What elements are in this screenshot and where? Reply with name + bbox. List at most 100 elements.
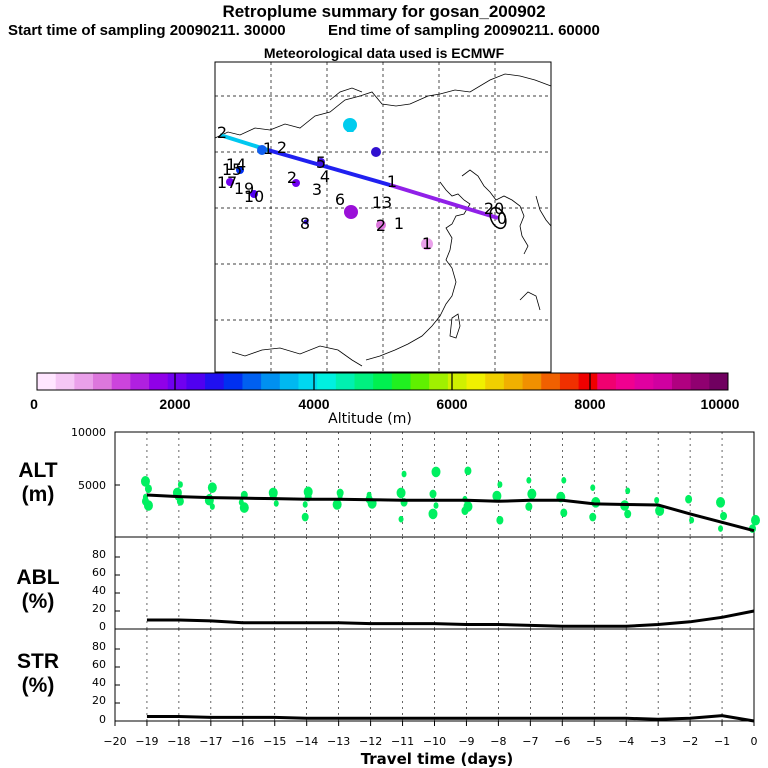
alt-tick-5000: 5000 (78, 479, 106, 492)
colorbar-cell (709, 373, 729, 390)
colorbar-cell (223, 373, 243, 390)
colorbar: 0 2000 4000 6000 8000 10000 Altitude (m) (30, 372, 740, 427)
alt-point (396, 487, 406, 499)
x-tick-label: −7 (522, 735, 538, 748)
day-label: 10 (244, 187, 264, 206)
x-tick-label: −10 (423, 735, 446, 748)
abl-tick-60: 60 (92, 566, 106, 579)
alt-point (655, 505, 665, 517)
colorbar-cell (690, 373, 710, 390)
plume-path (219, 133, 507, 230)
alt-point (398, 515, 404, 523)
colorbar-label: Altitude (m) (328, 411, 412, 427)
day-label: 13 (372, 193, 392, 212)
abl-ylabel: ABL (16, 566, 59, 589)
day-label: 6 (335, 190, 345, 209)
alt-point (141, 497, 149, 506)
colorbar-tick-4000: 4000 (298, 396, 329, 412)
alt-point (144, 484, 152, 494)
alt-point (431, 466, 441, 478)
figure-title: Retroplume summary for gosan_200902 (222, 2, 546, 21)
plume-segment-blue (267, 148, 391, 187)
str-tick-60: 60 (92, 658, 106, 671)
colorbar-cell (447, 373, 468, 390)
colorbar-cell (503, 373, 524, 390)
x-axis-label: Travel time (days) (361, 750, 514, 768)
day-label: 2 (287, 168, 297, 187)
alt-point (429, 489, 437, 499)
day-label: 5 (316, 153, 326, 172)
abl-panel: 80 60 40 20 0 ABL (%) (16, 536, 755, 633)
colorbar-cell (410, 373, 430, 390)
x-tick-label: −17 (199, 735, 222, 748)
alt-point (177, 481, 183, 488)
colorbar-tick-6000: 6000 (436, 396, 467, 412)
border-north (214, 73, 552, 139)
coast-taiwan (449, 313, 461, 339)
colorbar-cell (74, 373, 94, 390)
x-tick-label: −1 (714, 735, 730, 748)
alt-point (428, 508, 438, 520)
border-fragment (329, 87, 363, 101)
cluster-marker (317, 158, 325, 166)
cluster-marker (226, 178, 234, 186)
alt-point (268, 487, 278, 499)
alt-ylabel-unit: (m) (22, 483, 55, 506)
colorbar-cell (205, 373, 225, 390)
colorbar-cell (466, 373, 486, 390)
colorbar-cell (373, 373, 393, 390)
coast-korea (495, 195, 529, 255)
alt-point (560, 508, 568, 518)
cluster-marker (303, 219, 309, 225)
x-tick-label: −2 (682, 735, 698, 748)
day-label: 1 (394, 214, 404, 233)
x-tick-label: −5 (586, 735, 602, 748)
start-time-label: Start time of sampling 20090211. 30000 (8, 22, 286, 39)
colorbar-cell (130, 373, 150, 390)
str-line (146, 714, 755, 723)
str-tick-0: 0 (99, 713, 106, 726)
x-tick-label: −12 (359, 735, 382, 748)
colorbar-cell (578, 373, 598, 390)
alt-point (207, 482, 217, 493)
end-time-label: End time of sampling 20090211. 60000 (328, 22, 600, 39)
x-axis-ticks: −20 −19 −18 −17 −16 −15 −14 −13 −12 −11 −10 −9 −8 −7−… (103, 721, 758, 748)
x-tick-label: −6 (554, 735, 570, 748)
x-tick-label: −16 (231, 735, 254, 748)
alt-point (689, 516, 695, 524)
alt-point (336, 488, 344, 498)
colorbar-tick-2000: 2000 (159, 396, 190, 412)
colorbar-cell (391, 373, 412, 390)
str-ylabel: STR (17, 650, 59, 673)
alt-point (527, 488, 537, 500)
x-tick-label: −3 (650, 735, 666, 748)
x-tick-label: −15 (263, 735, 286, 748)
colorbar-cell (559, 373, 580, 390)
coast-china (365, 181, 471, 361)
cluster-marker (292, 179, 300, 187)
cluster-marker (376, 220, 386, 230)
x-tick-label: 0 (751, 735, 758, 748)
colorbar-cell (354, 373, 374, 390)
cluster-marker (236, 166, 244, 174)
colorbar-cell (261, 373, 281, 390)
alt-point (433, 502, 439, 509)
colorbar-cell (111, 373, 131, 390)
alt-point (273, 500, 279, 507)
str-tick-80: 80 (92, 640, 106, 653)
met-data-label: Meteorological data used is ECMWF (263, 45, 505, 61)
alt-point (589, 512, 597, 522)
alt-point (624, 509, 632, 519)
alt-point (496, 515, 504, 525)
cluster-marker (250, 190, 258, 198)
x-tick-label: −4 (618, 735, 634, 748)
colorbar-cell (317, 373, 337, 390)
abl-ylabel-unit: (%) (22, 590, 55, 613)
x-tick-label: −13 (327, 735, 350, 748)
alt-point (464, 466, 472, 476)
coast-bohai (461, 169, 497, 201)
alt-panel: 10000 5000 ALT (m) (18, 426, 760, 538)
colorbar-cell (429, 373, 449, 390)
